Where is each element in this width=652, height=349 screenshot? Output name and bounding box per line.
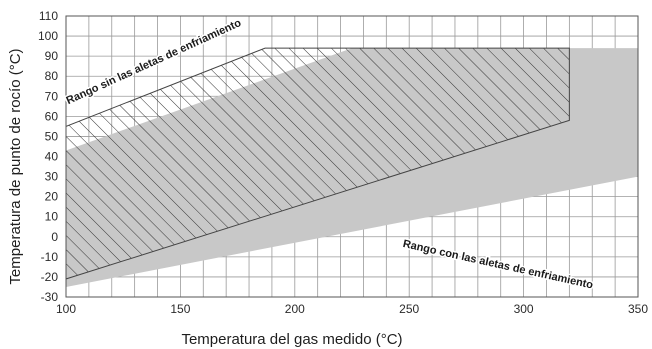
- y-tick-label: 80: [45, 69, 59, 83]
- x-tick-label: 250: [399, 302, 419, 316]
- x-tick-label: 100: [56, 302, 76, 316]
- y-tick-label: -20: [41, 270, 59, 284]
- plot-frame: [65, 15, 639, 298]
- tick-labels: -30 -20 -10 0 10 20 30 40 50 60 70 80 90 100 110 100 150…: [38, 9, 648, 316]
- y-tick-label: 20: [45, 190, 59, 204]
- range-areas: [66, 47, 638, 287]
- annotation-with-fins: Rango con las aletas de enfriamiento: [402, 238, 595, 292]
- y-tick-label: 30: [45, 170, 59, 184]
- range-without-cooling-fins: [66, 47, 570, 280]
- y-tick-label: 60: [45, 109, 59, 123]
- y-axis-title: Temperatura de punto de rocío (°C): [7, 48, 24, 284]
- x-tick-label: 200: [285, 302, 305, 316]
- y-tick-label: 0: [51, 230, 58, 244]
- y-tick-label: 90: [45, 49, 59, 63]
- y-tick-label: 50: [45, 129, 59, 143]
- y-tick-label: 100: [38, 29, 58, 43]
- x-axis-title: Temperatura del gas medido (°C): [181, 331, 402, 348]
- y-tick-label: 40: [45, 150, 59, 164]
- y-tick-label: 110: [39, 9, 58, 23]
- x-tick-label: 350: [628, 302, 648, 316]
- x-tick-label: 300: [514, 302, 534, 316]
- y-tick-label: 10: [45, 210, 59, 224]
- axes: [65, 15, 639, 298]
- y-tick-label: -30: [41, 290, 59, 304]
- y-tick-label: -10: [41, 250, 59, 264]
- y-tick-label: 70: [45, 89, 59, 103]
- x-tick-label: 150: [170, 302, 190, 316]
